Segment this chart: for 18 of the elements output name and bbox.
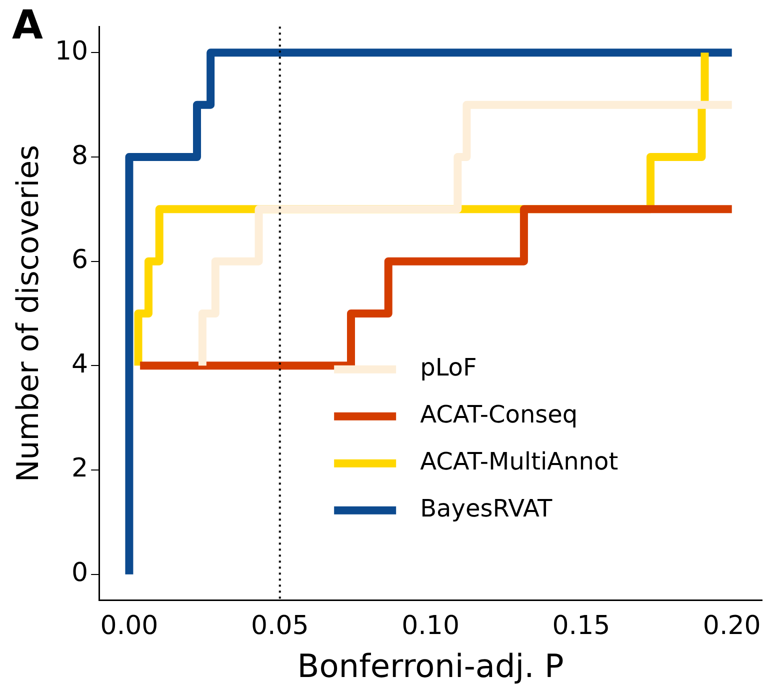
legend-label: ACAT-Conseq bbox=[420, 400, 578, 429]
y-axis-title: Number of discoveries bbox=[10, 144, 46, 482]
x-tick-label: 0.05 bbox=[250, 610, 309, 641]
legend-label: ACAT-MultiAnnot bbox=[420, 448, 618, 476]
y-tick-label: 2 bbox=[72, 454, 88, 484]
text: A bbox=[12, 2, 43, 48]
legend-label: pLoF bbox=[420, 354, 477, 382]
y-tick-label: 8 bbox=[72, 140, 88, 171]
y-tick-label: 6 bbox=[72, 245, 88, 276]
y-tick-label: 0 bbox=[72, 558, 88, 588]
y-tick-label: 4 bbox=[72, 349, 88, 380]
x-axis-title: Bonferroni-adj. P bbox=[297, 647, 564, 686]
x-tick-label: 0.00 bbox=[100, 610, 158, 641]
x-tick-label: 0.10 bbox=[402, 610, 460, 641]
y-tick-label: 10 bbox=[54, 36, 88, 66]
legend-label: BayesRVAT bbox=[420, 494, 553, 523]
x-tick-label: 0.20 bbox=[702, 610, 761, 641]
x-tick-label: 0.15 bbox=[552, 610, 610, 641]
